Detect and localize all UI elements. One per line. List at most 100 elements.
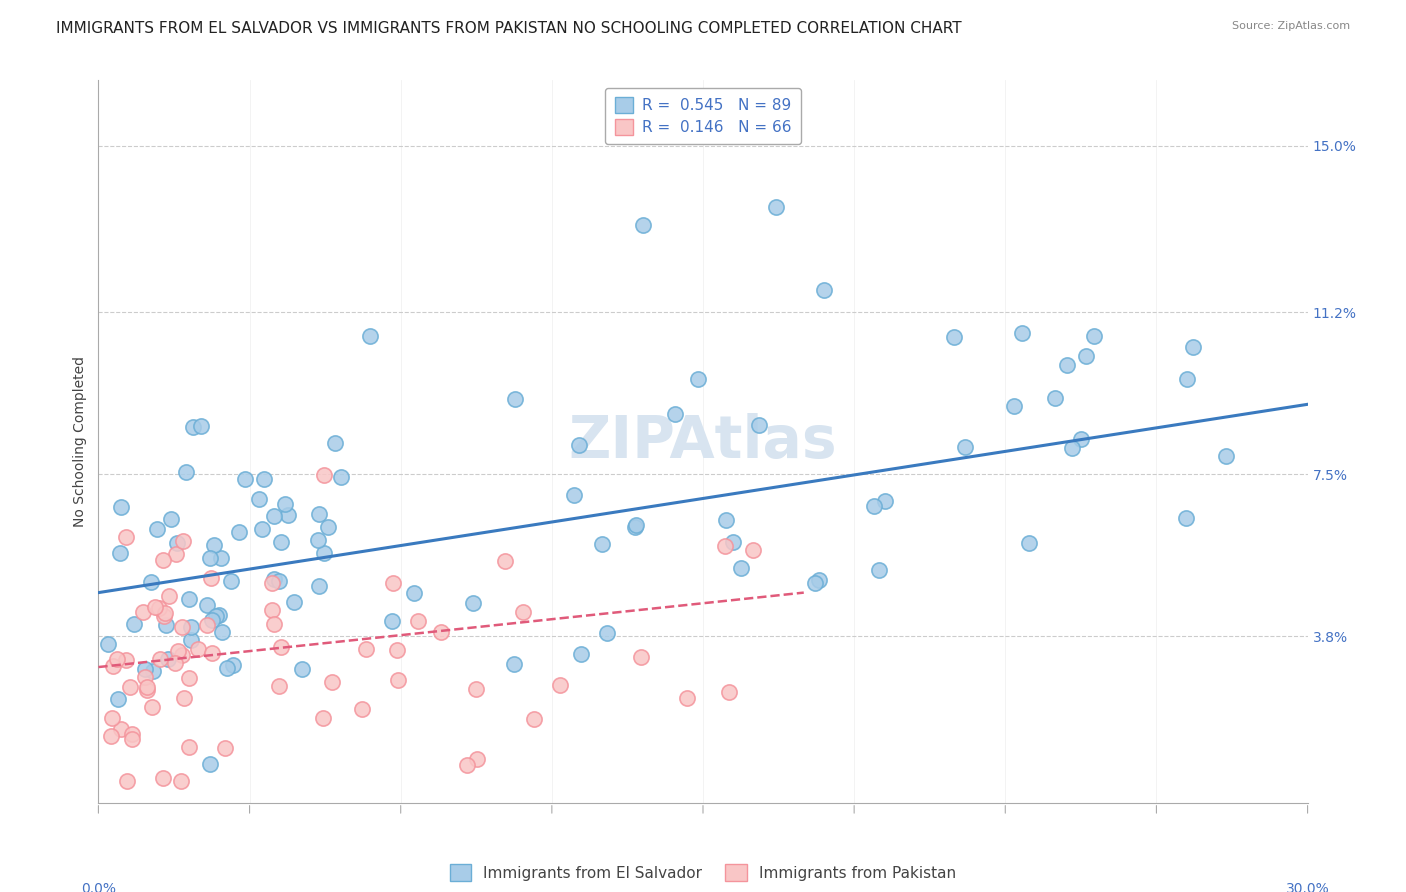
Point (494, 553, 516, 567)
Point (308, 507, 330, 521)
Point (152, 553, 174, 567)
Point (115, 653, 138, 667)
Text: ZIPAtlas: ZIPAtlas (568, 413, 838, 470)
Point (676, 690, 699, 705)
Point (253, 472, 276, 486)
Point (381, 614, 404, 628)
Point (382, 576, 405, 591)
Point (195, 599, 218, 613)
Point (596, 625, 619, 640)
Point (714, 513, 737, 527)
Point (201, 613, 224, 627)
Point (165, 547, 187, 561)
Point (953, 440, 976, 454)
Point (748, 418, 770, 433)
Point (121, 731, 143, 746)
Point (1011, 326, 1033, 340)
Point (1002, 399, 1025, 413)
Point (1056, 358, 1078, 372)
Point (260, 575, 283, 590)
Point (142, 665, 165, 679)
Point (176, 465, 198, 479)
Point (404, 586, 426, 600)
Point (624, 517, 647, 532)
Point (862, 500, 884, 514)
Point (323, 435, 346, 450)
Point (569, 647, 592, 661)
Point (110, 722, 132, 736)
Point (233, 472, 256, 486)
Point (222, 657, 245, 672)
Point (730, 561, 752, 575)
Point (153, 609, 176, 624)
Point (267, 574, 290, 589)
Point (141, 700, 163, 714)
Point (568, 438, 591, 452)
Point (250, 522, 273, 536)
Point (631, 218, 654, 232)
Point (308, 579, 330, 593)
Point (868, 563, 890, 577)
Point (591, 537, 613, 551)
Point (1215, 449, 1237, 463)
Point (215, 661, 238, 675)
Point (180, 620, 202, 634)
Point (307, 533, 329, 547)
Point (167, 644, 190, 658)
Point (108, 547, 131, 561)
Point (155, 618, 177, 632)
Point (170, 773, 193, 788)
Point (170, 648, 193, 663)
Text: 30.0%: 30.0% (1285, 881, 1330, 892)
Point (765, 200, 787, 214)
Point (122, 616, 145, 631)
Legend: Immigrants from El Salvador, Immigrants from Pakistan: Immigrants from El Salvador, Immigrants … (443, 856, 963, 889)
Point (181, 419, 204, 434)
Point (1175, 372, 1198, 386)
Point (208, 607, 231, 622)
Point (166, 535, 188, 549)
Point (467, 752, 489, 766)
Point (813, 284, 835, 298)
Point (263, 508, 285, 523)
Point (312, 467, 335, 482)
Point (461, 596, 484, 610)
Point (718, 685, 741, 699)
Point (134, 662, 156, 676)
Point (456, 758, 478, 772)
Point (321, 675, 343, 690)
Point (387, 643, 409, 657)
Point (107, 692, 129, 706)
Point (291, 662, 314, 676)
Point (624, 520, 647, 534)
Point (247, 492, 270, 507)
Point (198, 550, 221, 565)
Point (201, 646, 224, 660)
Point (274, 497, 297, 511)
Point (512, 605, 534, 619)
Point (943, 330, 966, 344)
Point (807, 573, 830, 587)
Point (1070, 433, 1092, 447)
Point (209, 550, 232, 565)
Point (190, 419, 212, 434)
Point (134, 670, 156, 684)
Point (387, 673, 409, 687)
Point (548, 678, 571, 692)
Point (135, 680, 157, 694)
Point (523, 712, 546, 726)
Point (172, 620, 194, 634)
Point (136, 682, 159, 697)
Point (132, 605, 155, 619)
Point (1182, 340, 1205, 354)
Point (354, 642, 377, 657)
Point (172, 533, 194, 548)
Point (270, 640, 292, 654)
Point (688, 371, 710, 385)
Point (115, 530, 138, 544)
Point (157, 590, 180, 604)
Point (143, 600, 166, 615)
Point (270, 535, 292, 549)
Point (177, 671, 200, 685)
Point (187, 641, 209, 656)
